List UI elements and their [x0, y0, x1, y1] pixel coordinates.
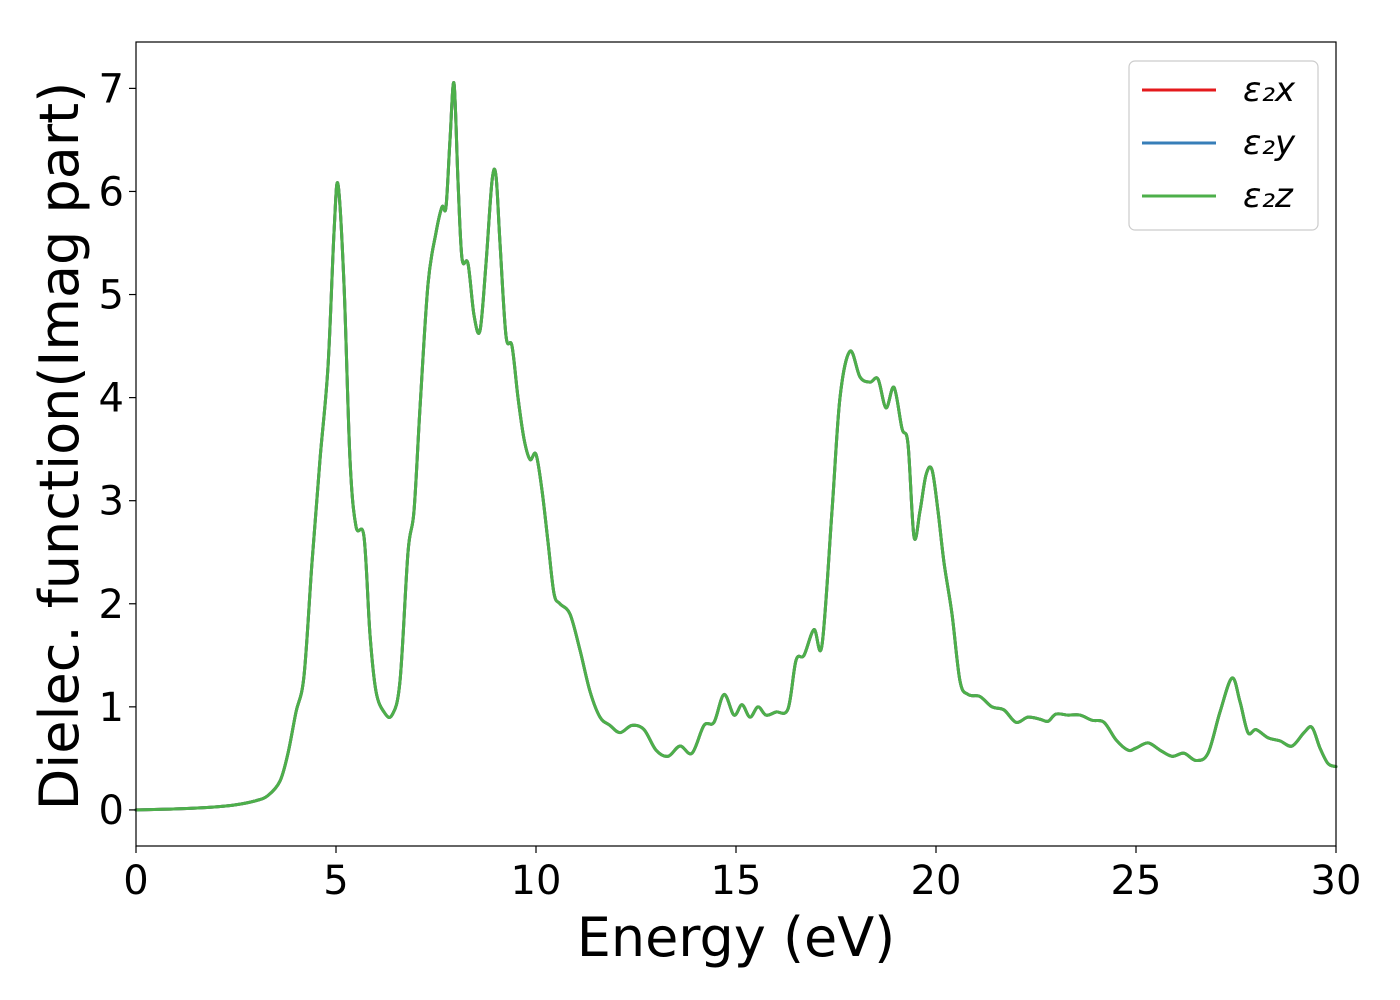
y-tick-label: 3 — [99, 479, 124, 525]
legend: ε₂x ε₂y ε₂z — [1128, 60, 1319, 231]
x-axis: 0 5 10 15 20 25 30 — [123, 846, 1361, 904]
legend-frame — [1128, 60, 1319, 231]
x-tick-label: 5 — [323, 858, 348, 904]
y-tick-label: 0 — [99, 788, 124, 834]
legend-label-2: ε₂y — [1243, 123, 1296, 163]
x-axis-title: Energy (eV) — [577, 906, 896, 969]
x-tick-label: 25 — [1111, 858, 1162, 904]
x-tick-label: 10 — [511, 858, 562, 904]
x-tick-label: 20 — [911, 858, 962, 904]
y-tick-label: 5 — [99, 273, 124, 319]
y-axis: 0 1 2 3 4 5 6 7 — [99, 66, 136, 834]
y-tick-label: 2 — [99, 582, 124, 628]
y-tick-label: 6 — [99, 169, 124, 215]
x-tick-label: 0 — [123, 858, 148, 904]
series-layer — [134, 81, 1338, 812]
y-tick-label: 4 — [99, 376, 124, 422]
legend-label-1: ε₂x — [1243, 70, 1296, 110]
x-tick-label: 30 — [1311, 858, 1362, 904]
series-line-3 — [134, 81, 1338, 812]
legend-label-3: ε₂z — [1243, 176, 1294, 216]
y-tick-label: 1 — [99, 685, 124, 731]
x-tick-label: 15 — [711, 858, 762, 904]
y-tick-label: 7 — [99, 66, 124, 112]
y-axis-title: Dielec. function(Imag part) — [28, 82, 91, 811]
